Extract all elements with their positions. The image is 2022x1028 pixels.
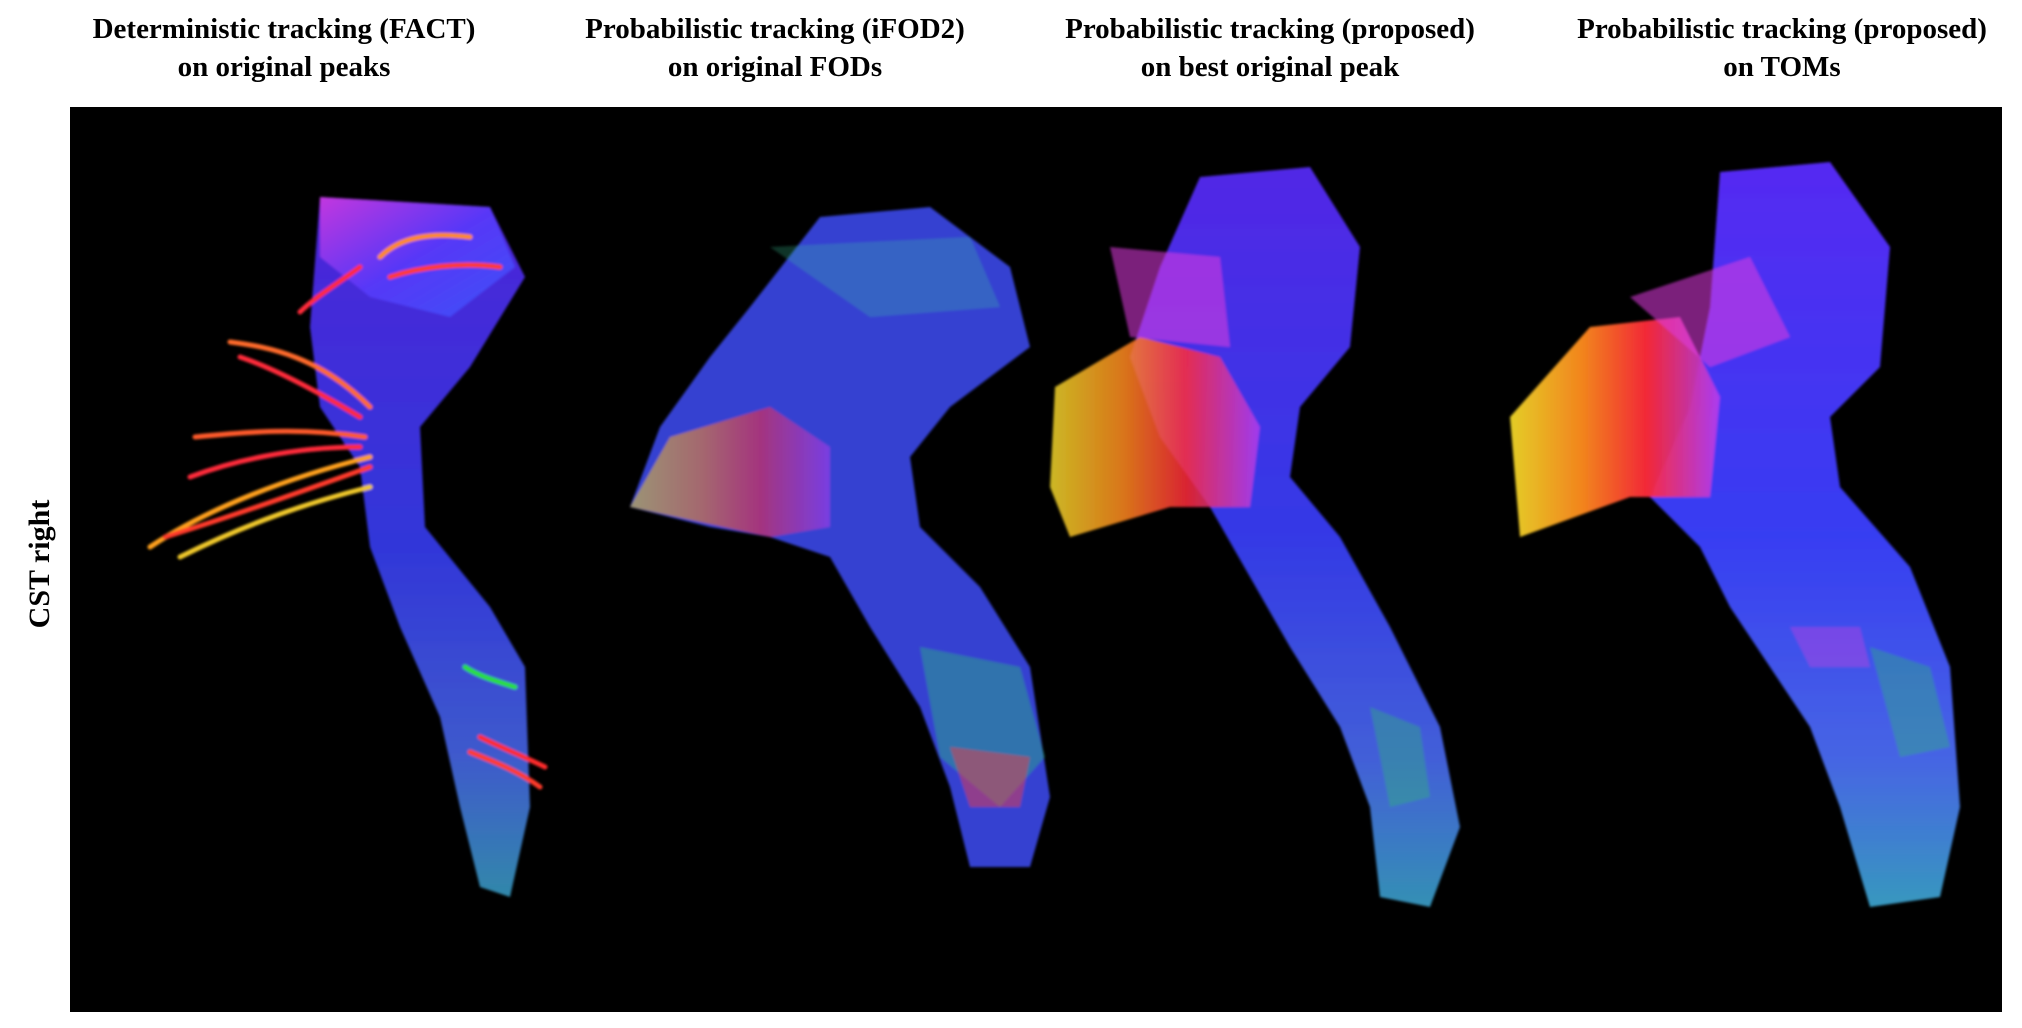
tract-proposed-toms: [1510, 162, 1960, 907]
column-title-line1: Deterministic tracking (FACT): [92, 13, 476, 45]
tractography-canvas: [147, 162, 1960, 907]
column-title-line1: Probabilistic tracking (iFOD2): [585, 13, 965, 45]
column-title-proposed-best-peak: Probabilistic tracking (proposed) on bes…: [1030, 10, 1510, 86]
column-title-proposed-toms: Probabilistic tracking (proposed) on TOM…: [1542, 10, 2022, 86]
tract-ifod2: [630, 207, 1050, 867]
row-label-text: CST right: [23, 499, 56, 629]
row-label: CST right: [20, 0, 60, 1028]
column-title-line1: Probabilistic tracking (proposed): [1065, 13, 1475, 45]
column-title-line2: on TOMs: [1723, 51, 1841, 83]
column-title-line2: on original peaks: [177, 51, 391, 83]
column-title-line2: on best original peak: [1140, 51, 1400, 83]
tractography-panel: [70, 107, 2002, 1012]
column-title-ifod2: Probabilistic tracking (iFOD2) on origin…: [535, 10, 1015, 86]
column-title-line2: on original FODs: [667, 51, 883, 83]
tract-proposed-best-peak: [1050, 167, 1460, 907]
column-title-line1: Probabilistic tracking (proposed): [1577, 13, 1987, 45]
tract-fact: [147, 197, 548, 897]
column-title-fact: Deterministic tracking (FACT) on origina…: [44, 10, 524, 86]
